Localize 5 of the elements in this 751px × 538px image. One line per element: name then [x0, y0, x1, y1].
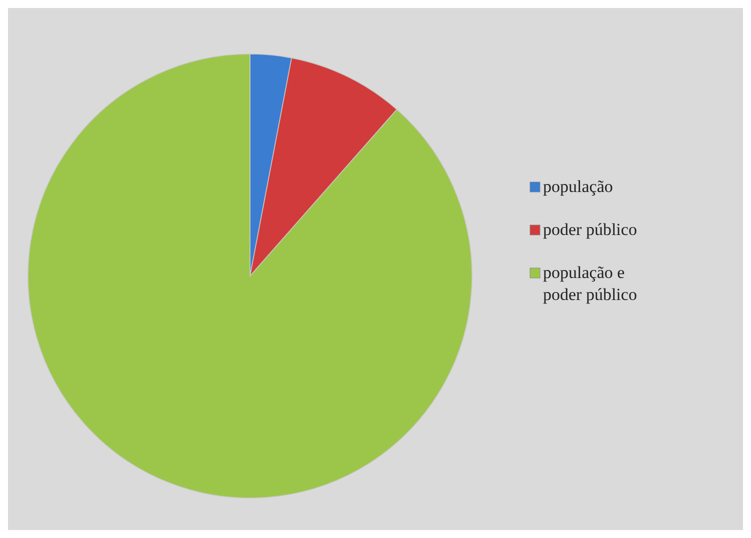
- legend-label: população e poder público: [543, 263, 637, 304]
- pie-slice: [250, 58, 398, 276]
- pie-slice: [28, 54, 472, 498]
- legend-label: poder público: [543, 220, 637, 239]
- legend-label: população: [543, 177, 613, 196]
